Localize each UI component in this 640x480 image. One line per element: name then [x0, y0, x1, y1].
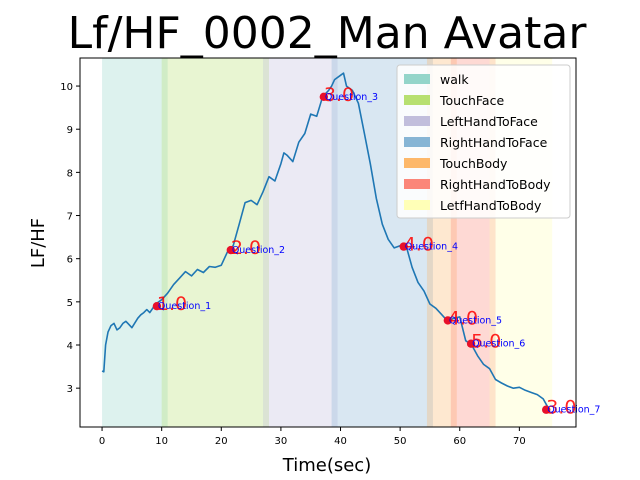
score-label: 5.0	[471, 331, 501, 353]
legend-swatch	[404, 200, 430, 210]
question-marker	[541, 405, 551, 414]
x-axis: 0 10 20 30 40 50 60 70	[99, 427, 526, 447]
legend-swatch	[404, 95, 430, 105]
legend-label: LetfHandToBody	[440, 198, 542, 213]
question-label: Question_3	[325, 92, 378, 103]
y-tick-label: 4	[67, 341, 73, 352]
question-marker	[319, 92, 329, 102]
legend-label: TouchBody	[439, 156, 508, 171]
legend-label: LeftHandToFace	[440, 114, 538, 129]
region-lefthandtoface	[263, 58, 338, 427]
y-tick-label: 9	[67, 125, 73, 136]
y-tick-label: 5	[67, 298, 73, 309]
x-tick-label: 10	[155, 436, 168, 447]
question-label: Question_4	[405, 242, 458, 253]
region-walk	[102, 58, 168, 427]
legend-box	[396, 64, 571, 219]
question-marker	[443, 316, 453, 325]
region-touchface	[161, 58, 269, 427]
x-tick-label: 60	[453, 436, 466, 447]
legend-label: walk	[440, 72, 469, 87]
question-label: Question_1	[158, 301, 211, 312]
question-marker	[466, 339, 476, 348]
question-label: Question_7	[547, 405, 600, 416]
legend-swatch	[404, 116, 430, 126]
legend-swatch	[404, 74, 430, 84]
score-label: 1.0	[157, 293, 187, 315]
legend-swatch	[404, 179, 430, 189]
legend-label: TouchFace	[439, 93, 504, 108]
y-tick-label: 6	[67, 255, 73, 266]
y-axis-title: LF/HF	[28, 218, 49, 268]
question-label: Question_6	[472, 339, 525, 350]
x-tick-label: 70	[513, 436, 526, 447]
y-tick-label: 3	[67, 384, 73, 395]
x-axis-title: Time(sec)	[282, 455, 371, 476]
legend-label: RightHandToBody	[440, 177, 551, 192]
legend: walk TouchFace LeftHandToFace RightHandToFa…	[396, 64, 571, 219]
question-markers: 1.0Question_12.0Question_23.0Question_34…	[152, 84, 600, 419]
legend-label: RightHandToFace	[440, 135, 548, 150]
score-label: 4.0	[448, 307, 478, 329]
y-tick-label: 10	[60, 82, 73, 93]
question-marker	[152, 301, 162, 311]
plot-frame	[79, 57, 577, 428]
x-tick-label: 0	[99, 436, 105, 447]
question-marker	[399, 242, 408, 251]
chart-title: Lf/HF_0002_Man Avatar	[68, 8, 588, 59]
x-tick-label: 30	[275, 436, 288, 447]
y-tick-label: 7	[67, 212, 73, 223]
x-tick-label: 50	[394, 436, 407, 447]
question-label: Question_2	[232, 245, 285, 256]
series-layer	[101, 72, 550, 411]
series-line	[101, 72, 550, 411]
y-tick-label: 8	[67, 168, 73, 179]
legend-swatch	[404, 137, 430, 147]
question-label: Question_5	[449, 315, 502, 326]
legend-swatch	[404, 158, 430, 168]
x-tick-label: 20	[215, 436, 228, 447]
score-label: 3.0	[546, 397, 576, 419]
x-tick-label: 40	[334, 436, 347, 447]
question-marker	[226, 245, 236, 255]
score-label: 4.0	[404, 234, 434, 256]
y-axis: 3 4 5 6 7 8 9 10	[60, 82, 80, 395]
score-label: 3.0	[324, 84, 354, 106]
score-label: 2.0	[231, 237, 261, 259]
